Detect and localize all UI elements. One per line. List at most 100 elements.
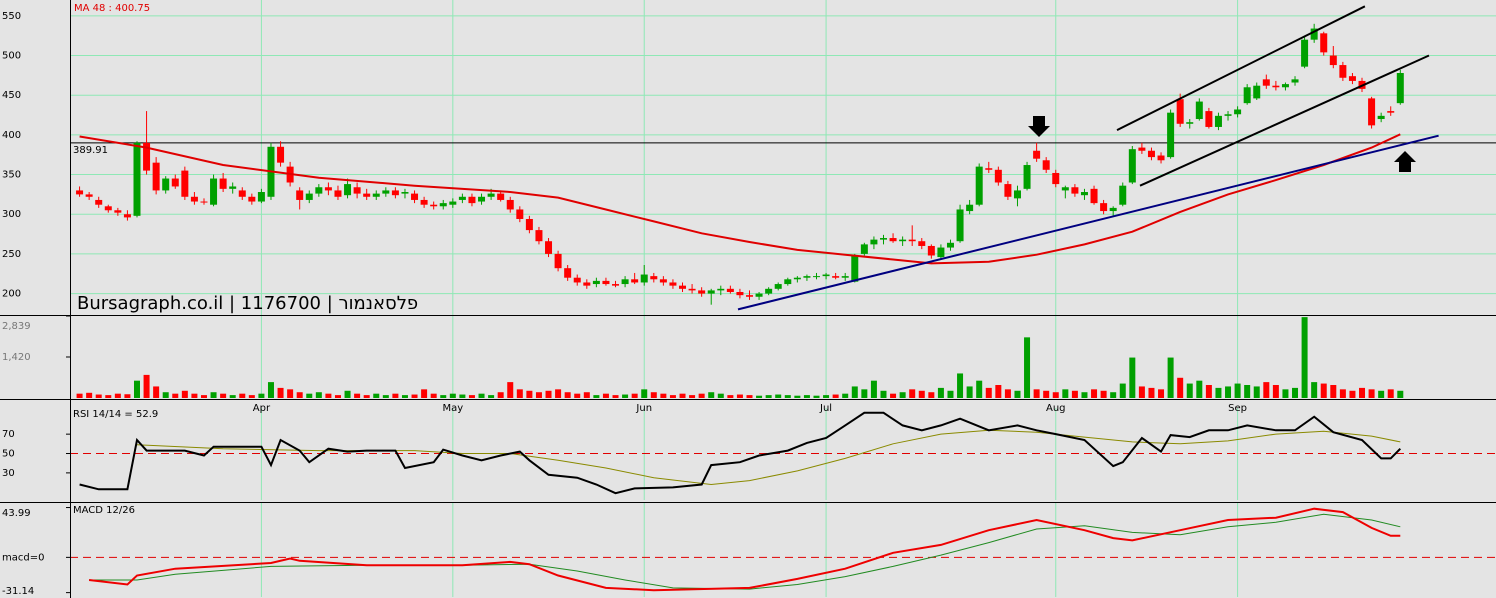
volume-bar bbox=[545, 390, 552, 398]
volume-bar bbox=[1110, 392, 1117, 398]
candle-body bbox=[822, 274, 830, 277]
volume-bar bbox=[937, 387, 944, 398]
volume-bar bbox=[267, 382, 274, 398]
candle-body bbox=[1214, 115, 1222, 127]
candle-body bbox=[334, 190, 342, 197]
candle-body bbox=[612, 284, 620, 286]
candle-body bbox=[152, 162, 160, 191]
volume-bar bbox=[411, 394, 418, 398]
volume-bar bbox=[200, 395, 207, 398]
candle-body bbox=[889, 238, 897, 242]
volume-bar bbox=[296, 392, 303, 398]
reference-label: 389.91 bbox=[73, 145, 108, 156]
candle-body bbox=[1301, 39, 1309, 67]
candle-body bbox=[698, 290, 706, 294]
volume-bar bbox=[1148, 387, 1155, 398]
volume-bar bbox=[1071, 390, 1078, 398]
volume-bar bbox=[957, 373, 964, 398]
volume-bar bbox=[1368, 389, 1375, 398]
candle-body bbox=[1119, 185, 1127, 205]
x-tick-label: Jun bbox=[635, 403, 652, 414]
volume-bar bbox=[1339, 389, 1346, 398]
volume-bar bbox=[86, 392, 93, 398]
volume-bar bbox=[1359, 387, 1366, 398]
volume-bar bbox=[593, 395, 600, 398]
candle-body bbox=[631, 279, 639, 283]
trend-line bbox=[1116, 5, 1366, 131]
volume-bar bbox=[813, 395, 820, 398]
candle-body bbox=[1348, 76, 1356, 81]
ma-label: MA 48 : 400.75 bbox=[74, 3, 150, 14]
candle-body bbox=[535, 230, 543, 242]
candle-body bbox=[372, 193, 380, 197]
candle-body bbox=[545, 241, 553, 254]
volume-bar bbox=[315, 392, 322, 398]
candle-body bbox=[497, 193, 505, 200]
volume-bar bbox=[229, 395, 236, 398]
volume-bar bbox=[679, 393, 686, 398]
volume-bar bbox=[401, 395, 408, 398]
volume-bar bbox=[622, 394, 629, 398]
candle-body bbox=[564, 268, 572, 278]
candle-body bbox=[1042, 160, 1050, 170]
volume-bar bbox=[1196, 380, 1203, 398]
candle-body bbox=[1310, 28, 1318, 40]
volume-bar bbox=[1024, 337, 1031, 398]
volume-bar bbox=[459, 394, 466, 398]
candle-body bbox=[937, 247, 945, 258]
candle-body bbox=[1100, 203, 1108, 212]
volume-bar bbox=[995, 385, 1002, 398]
volume-bar bbox=[976, 380, 983, 398]
y-tick-label: 70 bbox=[2, 429, 15, 440]
candle-body bbox=[1205, 111, 1213, 127]
candle-body bbox=[592, 280, 600, 285]
y-tick-label: 350 bbox=[2, 170, 21, 181]
y-tick-label: 2,839 bbox=[2, 321, 31, 332]
candle-body bbox=[1253, 85, 1261, 99]
volume-bar bbox=[105, 395, 112, 398]
candle-body bbox=[525, 218, 533, 231]
volume-bar bbox=[1301, 317, 1308, 398]
volume-bar bbox=[258, 393, 265, 398]
y-tick-label: macd=0 bbox=[2, 552, 44, 563]
volume-bar bbox=[689, 395, 696, 398]
volume-bar bbox=[430, 393, 437, 398]
volume-bar bbox=[602, 393, 609, 398]
volume-bar bbox=[842, 393, 849, 398]
volume-bar bbox=[449, 393, 456, 398]
candle-body bbox=[171, 178, 179, 187]
y-tick-label: 400 bbox=[2, 130, 21, 141]
volume-bar bbox=[210, 392, 217, 398]
volume-bar bbox=[1043, 390, 1050, 398]
candle-body bbox=[1176, 99, 1184, 124]
y-tick-label: 550 bbox=[2, 11, 21, 22]
volume-bar bbox=[1081, 392, 1088, 398]
volume-bar bbox=[191, 393, 198, 398]
x-tick-label: May bbox=[442, 403, 463, 414]
candle-body bbox=[1262, 79, 1270, 86]
volume-bar bbox=[641, 389, 648, 398]
candle-body bbox=[305, 193, 313, 200]
candle-body bbox=[1329, 55, 1337, 66]
candle-body bbox=[736, 291, 744, 296]
volume-bar bbox=[1330, 385, 1337, 398]
volume-bar bbox=[478, 393, 485, 398]
candle-body bbox=[1004, 184, 1012, 197]
y-tick-label: 50 bbox=[2, 449, 15, 460]
volume-bar bbox=[325, 393, 332, 398]
volume-bar bbox=[1033, 389, 1040, 398]
candle-body bbox=[956, 209, 964, 242]
candle-body bbox=[755, 293, 763, 297]
volume-bar bbox=[1320, 383, 1327, 398]
candle-body bbox=[114, 210, 122, 213]
volume-bar bbox=[765, 395, 772, 398]
indicator-line bbox=[88, 507, 1401, 592]
candle-body bbox=[832, 276, 840, 278]
volume-bar bbox=[373, 393, 380, 398]
volume-bar bbox=[1138, 386, 1145, 398]
candle-body bbox=[899, 239, 907, 242]
candle-body bbox=[774, 284, 782, 289]
volume-bar bbox=[650, 392, 657, 398]
candle-body bbox=[401, 192, 409, 194]
candle-body bbox=[1167, 112, 1175, 158]
